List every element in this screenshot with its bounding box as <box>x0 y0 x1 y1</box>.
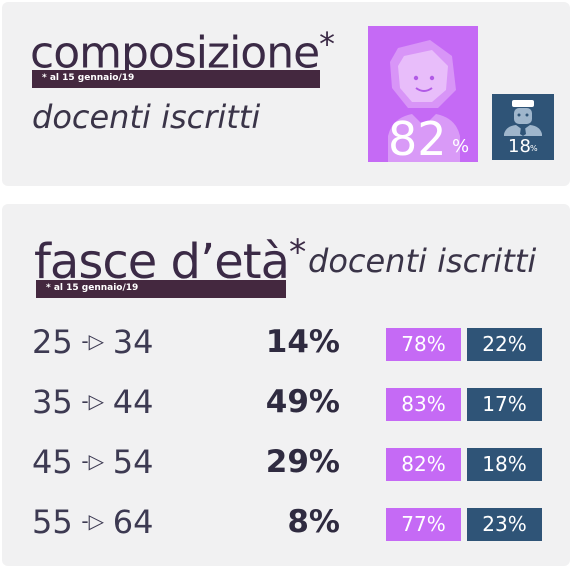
man-icon <box>504 100 542 136</box>
age-range: 55 -▷ 64 <box>32 502 153 544</box>
female-card: 82 % <box>368 26 478 166</box>
age-from: 55 <box>32 503 73 541</box>
age-share: 49% <box>265 384 340 420</box>
age-range: 45 -▷ 54 <box>32 442 153 484</box>
age-row: 35 -▷ 44 49% 83% 17% <box>2 382 570 422</box>
age-range: 25 -▷ 34 <box>32 322 153 364</box>
composition-panel: composizione* * al 15 gennaio/19 docenti… <box>2 2 570 186</box>
age-bands-panel: fasce d’età* docenti iscritti * al 15 ge… <box>2 204 570 566</box>
arrow-right-icon: -▷ <box>81 389 105 413</box>
female-share-badge: 77% <box>386 508 461 541</box>
age-range: 35 -▷ 44 <box>32 382 153 424</box>
age-bands-title-star: * <box>289 233 306 274</box>
age-row: 55 -▷ 64 8% 77% 23% <box>2 502 570 542</box>
age-to: 64 <box>112 503 154 541</box>
age-share: 29% <box>265 444 340 480</box>
female-share-badge: 78% <box>386 328 461 361</box>
age-share: 14% <box>265 324 340 360</box>
age-to: 44 <box>112 383 154 421</box>
composition-date-note: * al 15 gennaio/19 <box>42 73 135 83</box>
female-share-badge: 82% <box>386 448 461 481</box>
male-share-badge: 17% <box>467 388 542 421</box>
arrow-right-icon: -▷ <box>81 329 105 353</box>
male-percent-sign: % <box>530 144 538 153</box>
age-bands-date-note-bar: * al 15 gennaio/19 <box>36 280 286 298</box>
male-share-badge: 22% <box>467 328 542 361</box>
age-row: 25 -▷ 34 14% 78% 22% <box>2 322 570 362</box>
female-percent-sign: % <box>452 136 470 157</box>
age-bands-date-note: * al 15 gennaio/19 <box>46 283 139 293</box>
composition-date-note-bar: * al 15 gennaio/19 <box>32 70 320 88</box>
male-percentage: 18 <box>508 136 531 157</box>
female-share-badge: 83% <box>386 388 461 421</box>
age-to: 34 <box>112 323 154 361</box>
age-from: 35 <box>32 383 73 421</box>
woman-icon <box>388 40 460 162</box>
composition-title-star: * <box>319 27 335 64</box>
composition-subtitle: docenti iscritti <box>32 98 261 136</box>
age-from: 25 <box>32 323 73 361</box>
age-share: 8% <box>287 504 340 540</box>
male-share-badge: 18% <box>467 448 542 481</box>
age-from: 45 <box>32 443 73 481</box>
male-share-badge: 23% <box>467 508 542 541</box>
age-to: 54 <box>112 443 154 481</box>
arrow-right-icon: -▷ <box>81 509 105 533</box>
male-card: 18 % <box>492 94 554 160</box>
arrow-right-icon: -▷ <box>81 449 105 473</box>
age-bands-subtitle: docenti iscritti <box>308 242 537 280</box>
female-percentage: 82 <box>388 112 447 166</box>
age-row: 45 -▷ 54 29% 82% 18% <box>2 442 570 482</box>
